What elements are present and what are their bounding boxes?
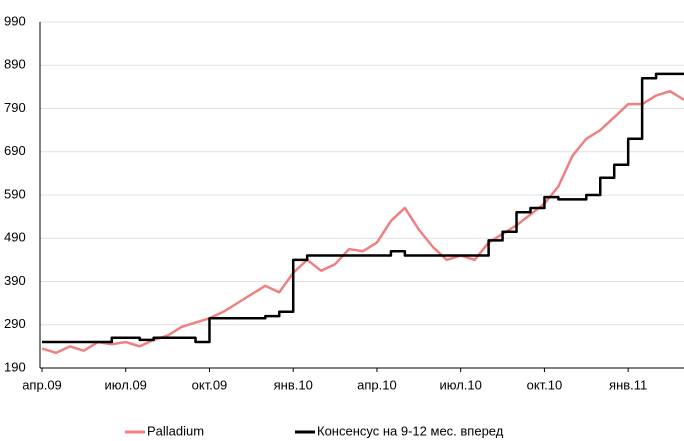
y-tick-label: 290: [4, 316, 26, 331]
y-tick-label: 690: [4, 143, 26, 158]
x-tick-label: окт.10: [527, 377, 563, 392]
y-tick-label: 890: [4, 57, 26, 72]
y-tick-label: 590: [4, 186, 26, 201]
y-tick-label: 990: [4, 13, 26, 28]
series-line: [42, 72, 684, 344]
x-tick-label: апр.10: [357, 377, 397, 392]
y-tick-label: 490: [4, 230, 26, 245]
x-tick-label: апр.09: [22, 377, 62, 392]
y-tick-label: 190: [4, 359, 26, 374]
y-tick-label: 790: [4, 100, 26, 115]
y-tick-label: 390: [4, 273, 26, 288]
x-tick-label: июл.09: [105, 377, 147, 392]
legend-label: Консенсус на 9-12 мес. вперед: [317, 423, 504, 438]
x-tick-label: окт.09: [192, 377, 228, 392]
x-tick-label: июл.10: [440, 377, 482, 392]
x-tick-label: янв.10: [274, 377, 313, 392]
legend-label: Palladium: [147, 423, 204, 438]
x-tick-label: янв.11: [609, 377, 647, 392]
series-line: [41, 89, 684, 355]
